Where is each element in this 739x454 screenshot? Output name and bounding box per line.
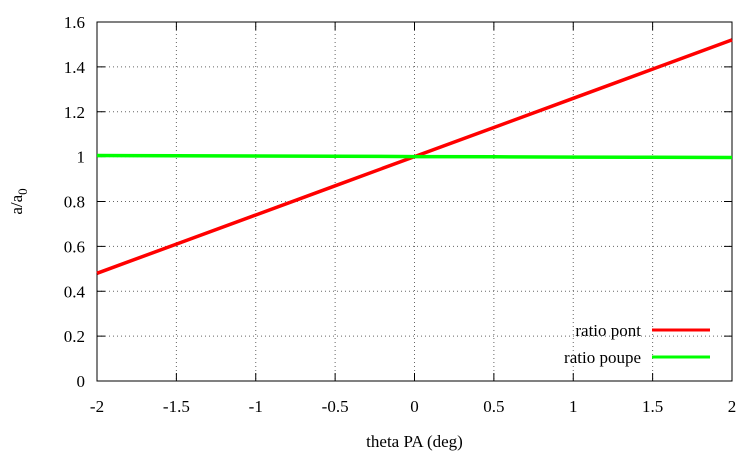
y-tick-label: 1.6 — [64, 13, 85, 32]
x-tick-label: -1 — [249, 397, 263, 416]
y-tick-labels: 0 0.2 0.4 0.6 0.8 1 1.2 1.4 1.6 — [64, 13, 86, 391]
axis-ticks — [96, 21, 733, 382]
y-tick-label: 0.4 — [64, 282, 86, 301]
y-axis-title: a/a0 — [7, 188, 30, 214]
y-axis-title-subscript: 0 — [15, 188, 30, 195]
x-axis-title: theta PA (deg) — [366, 432, 463, 451]
y-tick-label: 0.6 — [64, 237, 85, 256]
series-lines — [96, 38, 733, 275]
y-tick-label: 1.2 — [64, 103, 85, 122]
legend: ratio pont ratio poupe — [564, 321, 710, 367]
x-tick-label: 0.5 — [483, 397, 504, 416]
y-tick-label: 1.4 — [64, 58, 86, 77]
x-tick-label: -2 — [90, 397, 104, 416]
x-tick-label: 1.5 — [642, 397, 663, 416]
y-tick-label: 0.8 — [64, 193, 85, 212]
series-line-ratio-poupe — [96, 153, 733, 160]
y-tick-label: 1 — [77, 148, 86, 167]
y-axis-title-base: a/a — [7, 194, 26, 214]
x-tick-label: 2 — [728, 397, 737, 416]
legend-label-ratio-pont: ratio pont — [575, 321, 641, 340]
x-tick-label: -0.5 — [322, 397, 349, 416]
x-tick-label: -1.5 — [163, 397, 190, 416]
y-tick-label: 0.2 — [64, 327, 85, 346]
x-tick-label: 1 — [569, 397, 578, 416]
x-tick-labels: -2 -1.5 -1 -0.5 0 0.5 1 1.5 2 — [90, 397, 736, 416]
legend-label-ratio-poupe: ratio poupe — [564, 348, 641, 367]
y-tick-label: 0 — [77, 372, 86, 391]
x-tick-label: 0 — [410, 397, 419, 416]
